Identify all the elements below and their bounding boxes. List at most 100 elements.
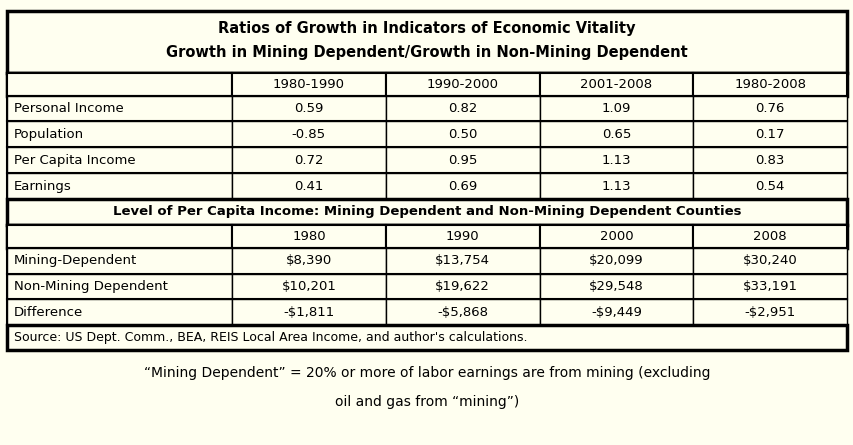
Bar <box>693 121 846 147</box>
Text: 0.72: 0.72 <box>293 154 323 167</box>
Text: 1.09: 1.09 <box>601 102 630 115</box>
Bar <box>539 274 693 299</box>
Text: 1980: 1980 <box>292 230 325 243</box>
Text: 1990: 1990 <box>445 230 479 243</box>
Bar <box>693 299 846 325</box>
Bar <box>7 173 232 199</box>
Bar <box>7 225 846 248</box>
Bar <box>693 96 846 121</box>
Text: 1.13: 1.13 <box>601 154 630 167</box>
Bar <box>693 147 846 173</box>
Text: -0.85: -0.85 <box>292 128 326 141</box>
Bar <box>7 73 846 96</box>
Bar <box>386 274 539 299</box>
Bar <box>232 121 386 147</box>
Bar <box>539 96 693 121</box>
Text: -$5,868: -$5,868 <box>437 306 488 319</box>
Text: Population: Population <box>14 128 84 141</box>
Text: Per Capita Income: Per Capita Income <box>14 154 135 167</box>
Text: $13,754: $13,754 <box>435 254 490 267</box>
Bar <box>539 299 693 325</box>
Bar <box>7 96 846 121</box>
Bar <box>386 173 539 199</box>
Text: $29,548: $29,548 <box>589 280 643 293</box>
Text: oil and gas from “mining”): oil and gas from “mining”) <box>334 395 519 409</box>
Bar <box>7 299 846 325</box>
Text: Earnings: Earnings <box>14 179 72 193</box>
Text: 2000: 2000 <box>599 230 633 243</box>
Text: 2008: 2008 <box>752 230 786 243</box>
Text: 0.54: 0.54 <box>755 179 784 193</box>
Text: $33,191: $33,191 <box>742 280 797 293</box>
Text: 2001-2008: 2001-2008 <box>580 77 652 91</box>
Text: Growth in Mining Dependent/Growth in Non-Mining Dependent: Growth in Mining Dependent/Growth in Non… <box>166 45 687 61</box>
Bar <box>386 225 539 248</box>
Bar <box>7 73 232 96</box>
Text: $8,390: $8,390 <box>286 254 332 267</box>
Bar <box>7 121 846 147</box>
Text: Personal Income: Personal Income <box>14 102 124 115</box>
Text: 0.76: 0.76 <box>755 102 784 115</box>
Bar <box>539 225 693 248</box>
Text: 0.83: 0.83 <box>755 154 784 167</box>
Bar <box>232 248 386 274</box>
Bar <box>7 199 846 225</box>
Bar <box>7 11 846 73</box>
Text: $19,622: $19,622 <box>435 280 490 293</box>
Text: 1.13: 1.13 <box>601 179 630 193</box>
Bar <box>693 173 846 199</box>
Bar <box>7 121 232 147</box>
Text: 0.17: 0.17 <box>755 128 784 141</box>
Text: Ratios of Growth in Indicators of Economic Vitality: Ratios of Growth in Indicators of Econom… <box>218 21 635 36</box>
Text: $10,201: $10,201 <box>281 280 336 293</box>
Bar <box>539 121 693 147</box>
Text: -$2,951: -$2,951 <box>744 306 795 319</box>
Bar <box>7 299 232 325</box>
Text: -$9,449: -$9,449 <box>590 306 641 319</box>
Text: 1980-1990: 1980-1990 <box>273 77 345 91</box>
Bar <box>386 96 539 121</box>
Bar <box>539 173 693 199</box>
Bar <box>7 274 846 299</box>
Bar <box>7 248 846 274</box>
Text: 0.95: 0.95 <box>448 154 477 167</box>
Text: 0.50: 0.50 <box>448 128 477 141</box>
Bar <box>386 299 539 325</box>
Bar <box>7 147 232 173</box>
Text: -$1,811: -$1,811 <box>283 306 334 319</box>
Bar <box>232 147 386 173</box>
Text: 1990-2000: 1990-2000 <box>426 77 498 91</box>
Bar <box>7 248 232 274</box>
Text: 0.41: 0.41 <box>294 179 323 193</box>
Text: Non-Mining Dependent: Non-Mining Dependent <box>14 280 167 293</box>
Bar <box>232 96 386 121</box>
Text: 0.65: 0.65 <box>601 128 630 141</box>
Text: 0.59: 0.59 <box>294 102 323 115</box>
Bar <box>7 325 846 350</box>
Text: Mining-Dependent: Mining-Dependent <box>14 254 136 267</box>
Bar <box>386 73 539 96</box>
Text: Source: US Dept. Comm., BEA, REIS Local Area Income, and author's calculations.: Source: US Dept. Comm., BEA, REIS Local … <box>14 331 526 344</box>
Text: “Mining Dependent” = 20% or more of labor earnings are from mining (excluding: “Mining Dependent” = 20% or more of labo… <box>143 366 710 380</box>
Bar <box>386 147 539 173</box>
Text: Difference: Difference <box>14 306 83 319</box>
Bar <box>232 274 386 299</box>
Bar <box>539 248 693 274</box>
Bar <box>693 274 846 299</box>
Text: $20,099: $20,099 <box>589 254 643 267</box>
Bar <box>539 73 693 96</box>
Bar <box>232 299 386 325</box>
Bar <box>232 225 386 248</box>
Text: Level of Per Capita Income: Mining Dependent and Non-Mining Dependent Counties: Level of Per Capita Income: Mining Depen… <box>113 205 740 218</box>
Bar <box>7 96 232 121</box>
Bar <box>7 225 232 248</box>
Bar <box>693 73 846 96</box>
Bar <box>232 173 386 199</box>
Bar <box>7 173 846 199</box>
Text: 0.82: 0.82 <box>448 102 477 115</box>
Bar <box>232 73 386 96</box>
Bar <box>693 248 846 274</box>
Text: 1980-2008: 1980-2008 <box>734 77 805 91</box>
Bar <box>7 147 846 173</box>
Bar <box>386 121 539 147</box>
